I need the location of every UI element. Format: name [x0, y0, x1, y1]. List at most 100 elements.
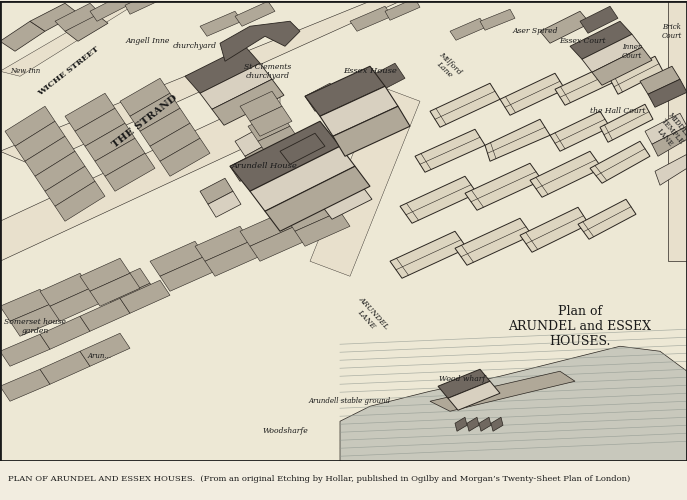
- Polygon shape: [0, 91, 280, 261]
- Polygon shape: [655, 154, 687, 185]
- Polygon shape: [370, 63, 405, 91]
- Text: Brick
Court: Brick Court: [662, 22, 682, 40]
- Polygon shape: [250, 146, 355, 211]
- Polygon shape: [479, 417, 491, 431]
- Polygon shape: [65, 13, 108, 42]
- Polygon shape: [200, 11, 242, 36]
- Polygon shape: [592, 48, 652, 85]
- Text: Essex Court: Essex Court: [559, 38, 605, 46]
- Polygon shape: [310, 166, 360, 203]
- Polygon shape: [248, 112, 290, 141]
- Polygon shape: [285, 196, 340, 231]
- Polygon shape: [0, 289, 50, 322]
- Text: Essex House: Essex House: [343, 67, 397, 75]
- Text: Woodsharfe: Woodsharfe: [262, 427, 308, 435]
- Polygon shape: [55, 181, 105, 221]
- Polygon shape: [570, 21, 632, 59]
- Polygon shape: [55, 3, 100, 31]
- Polygon shape: [600, 104, 653, 142]
- Polygon shape: [385, 0, 420, 20]
- Polygon shape: [390, 231, 467, 278]
- Polygon shape: [130, 93, 180, 131]
- Polygon shape: [645, 114, 687, 144]
- Polygon shape: [212, 79, 284, 125]
- Polygon shape: [40, 316, 90, 349]
- Polygon shape: [230, 121, 340, 191]
- Polygon shape: [10, 304, 60, 336]
- Text: ARUNDEL
LANE: ARUNDEL LANE: [350, 295, 390, 338]
- Polygon shape: [185, 46, 260, 93]
- Polygon shape: [80, 333, 130, 366]
- Polygon shape: [320, 86, 398, 136]
- Polygon shape: [160, 256, 215, 291]
- Polygon shape: [450, 18, 486, 40]
- Polygon shape: [0, 334, 50, 366]
- Polygon shape: [40, 351, 90, 384]
- Polygon shape: [30, 3, 78, 31]
- Polygon shape: [240, 211, 295, 246]
- Polygon shape: [150, 242, 205, 276]
- Polygon shape: [245, 138, 288, 171]
- Polygon shape: [430, 83, 500, 127]
- Polygon shape: [648, 79, 687, 108]
- Polygon shape: [520, 207, 589, 252]
- Polygon shape: [400, 176, 477, 223]
- Polygon shape: [120, 280, 170, 313]
- Text: churchyard: churchyard: [173, 42, 217, 50]
- Text: the Hall Court: the Hall Court: [590, 108, 646, 116]
- Polygon shape: [310, 86, 420, 276]
- Text: Inner
Court: Inner Court: [622, 42, 642, 60]
- Polygon shape: [455, 417, 467, 431]
- Polygon shape: [195, 226, 250, 261]
- Polygon shape: [220, 21, 300, 61]
- Polygon shape: [45, 166, 95, 206]
- Text: MIDDLE
TEMPLE
LANE: MIDDLE TEMPLE LANE: [652, 111, 687, 152]
- Polygon shape: [582, 34, 642, 72]
- Polygon shape: [235, 1, 275, 26]
- Polygon shape: [200, 178, 233, 204]
- Polygon shape: [555, 63, 620, 106]
- Polygon shape: [590, 141, 650, 183]
- Polygon shape: [530, 151, 602, 197]
- Text: St Clements
churchyard: St Clements churchyard: [245, 62, 291, 80]
- Polygon shape: [95, 138, 145, 176]
- Text: Aser Spired: Aser Spired: [513, 27, 558, 35]
- Polygon shape: [125, 0, 160, 14]
- Text: THE STRAND: THE STRAND: [111, 93, 179, 150]
- Polygon shape: [320, 183, 372, 219]
- Text: Wood wharf: Wood wharf: [439, 375, 485, 383]
- Polygon shape: [610, 56, 663, 94]
- Polygon shape: [455, 218, 532, 265]
- Polygon shape: [350, 6, 392, 31]
- Polygon shape: [265, 166, 370, 231]
- Polygon shape: [295, 211, 350, 246]
- Text: Arundell stable ground: Arundell stable ground: [309, 397, 391, 405]
- Polygon shape: [160, 138, 210, 176]
- Polygon shape: [415, 129, 485, 172]
- Polygon shape: [438, 369, 490, 398]
- Polygon shape: [280, 133, 325, 164]
- Polygon shape: [90, 273, 140, 306]
- Text: Milford
Lane: Milford Lane: [431, 50, 463, 82]
- Polygon shape: [40, 273, 90, 306]
- Polygon shape: [0, 1, 687, 461]
- Polygon shape: [485, 119, 550, 161]
- Polygon shape: [15, 121, 65, 161]
- Polygon shape: [90, 0, 132, 21]
- Polygon shape: [85, 123, 135, 161]
- Polygon shape: [491, 417, 503, 431]
- Polygon shape: [305, 83, 340, 112]
- Polygon shape: [75, 108, 125, 146]
- Polygon shape: [640, 66, 680, 94]
- Polygon shape: [80, 258, 130, 291]
- Polygon shape: [465, 163, 542, 210]
- Polygon shape: [278, 156, 320, 186]
- Text: New Inn: New Inn: [10, 67, 40, 75]
- Polygon shape: [500, 73, 565, 116]
- Polygon shape: [0, 1, 140, 76]
- Polygon shape: [235, 123, 278, 156]
- Text: PLAN OF ARUNDEL AND ESSEX HOUSES.  (From an original Etching by Hollar, publishe: PLAN OF ARUNDEL AND ESSEX HOUSES. (From …: [8, 476, 631, 484]
- Polygon shape: [550, 112, 610, 151]
- Polygon shape: [268, 141, 310, 171]
- Polygon shape: [240, 91, 282, 121]
